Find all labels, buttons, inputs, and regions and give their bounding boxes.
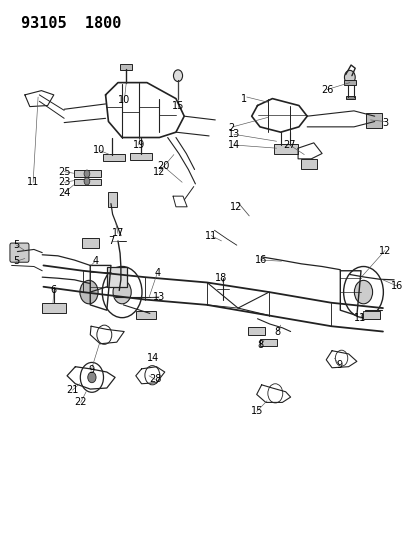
Text: 27: 27 — [283, 140, 295, 150]
Bar — [344, 80, 355, 85]
Text: 12: 12 — [378, 246, 390, 255]
Circle shape — [84, 177, 90, 185]
Circle shape — [344, 70, 354, 84]
Bar — [107, 266, 126, 287]
Text: 10: 10 — [93, 146, 105, 155]
Circle shape — [84, 170, 90, 177]
Bar — [366, 113, 381, 128]
Text: 9: 9 — [336, 360, 342, 370]
Text: 5: 5 — [13, 240, 20, 250]
Text: 19: 19 — [132, 140, 145, 150]
Bar — [273, 144, 297, 154]
Bar — [130, 153, 152, 160]
Text: 16: 16 — [254, 255, 266, 265]
Text: 13: 13 — [153, 292, 165, 302]
Circle shape — [113, 280, 131, 304]
Text: 24: 24 — [58, 188, 70, 198]
Text: 21: 21 — [66, 385, 78, 395]
Bar — [248, 327, 264, 335]
Bar — [345, 96, 354, 99]
Text: 14: 14 — [227, 140, 240, 150]
Text: 10: 10 — [118, 95, 130, 105]
Text: 1: 1 — [241, 94, 247, 103]
Text: 2: 2 — [228, 123, 235, 133]
Bar — [363, 311, 379, 319]
Text: 7: 7 — [108, 236, 115, 246]
Text: 11: 11 — [27, 177, 39, 187]
Text: 8: 8 — [257, 341, 263, 350]
Bar — [82, 238, 99, 248]
Text: 26: 26 — [320, 85, 332, 94]
FancyBboxPatch shape — [10, 243, 29, 262]
Text: 5: 5 — [13, 256, 20, 266]
Text: 25: 25 — [58, 167, 70, 176]
Circle shape — [354, 280, 372, 304]
Text: 4: 4 — [154, 268, 160, 278]
Text: 11: 11 — [204, 231, 217, 240]
Bar — [120, 64, 132, 70]
Text: 15: 15 — [171, 101, 184, 110]
Bar — [301, 159, 316, 169]
Text: 20: 20 — [157, 161, 169, 171]
Text: 13: 13 — [227, 130, 240, 139]
Circle shape — [80, 280, 98, 304]
Bar — [259, 339, 276, 346]
Text: 9: 9 — [88, 366, 94, 375]
Text: 28: 28 — [149, 375, 161, 384]
Bar — [74, 179, 100, 185]
Text: 12: 12 — [153, 167, 165, 176]
Text: 11: 11 — [353, 313, 366, 323]
Bar — [107, 192, 116, 207]
Text: 14: 14 — [147, 353, 159, 363]
Text: 17: 17 — [112, 229, 124, 238]
Text: 4: 4 — [92, 256, 98, 266]
Circle shape — [173, 70, 182, 82]
Bar — [74, 170, 100, 177]
Text: 15: 15 — [250, 407, 262, 416]
Text: 6: 6 — [51, 286, 57, 295]
Circle shape — [88, 372, 96, 383]
Text: 12: 12 — [229, 202, 242, 212]
Text: 22: 22 — [74, 398, 87, 407]
Bar — [42, 303, 66, 313]
Text: 16: 16 — [390, 281, 403, 291]
Text: 23: 23 — [58, 177, 70, 187]
Text: 18: 18 — [215, 273, 227, 283]
Bar — [102, 154, 125, 161]
Bar — [135, 311, 155, 319]
Text: 93105  1800: 93105 1800 — [21, 16, 121, 31]
Text: 3: 3 — [381, 118, 387, 127]
Text: 8: 8 — [274, 327, 280, 336]
